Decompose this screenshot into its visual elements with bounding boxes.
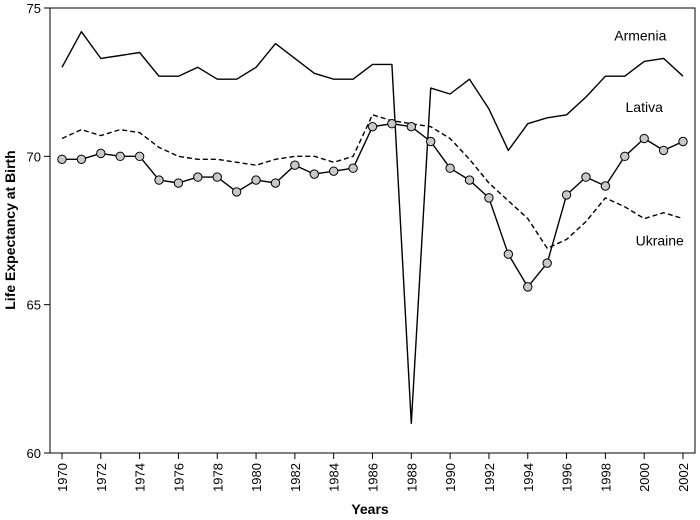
lativa-data-point [309,169,319,179]
lativa-data-point [503,249,514,259]
lativa-data-point [193,172,203,182]
lativa-data-point [484,193,494,203]
lativa-data-point [464,175,475,185]
x-tick-label: 1982 [288,463,303,492]
y-tick-label: 70 [27,149,41,164]
y-tick-label: 60 [27,446,41,461]
x-tick-label: 1984 [327,463,342,492]
lativa-data-point [581,172,591,182]
series-lines [61,31,684,424]
lativa-data-point [387,119,397,129]
lativa-data-point [367,121,378,132]
lativa-data-point [251,175,261,185]
x-tick-label: 1970 [55,463,70,492]
y-axis-ticks: 60 65 70 75 [27,1,50,461]
lativa-data-point [348,163,358,173]
lativa-data-point [678,136,688,147]
series-annotation-label: Lativa [626,99,664,115]
x-axis-ticks: 1970 1972 1974 1976 1978 1980 1982 1984 1986 1988… [55,453,691,492]
x-tick-label: 1996 [560,463,575,492]
x-tick-label: 1992 [482,463,497,492]
lativa-data-point [328,166,339,176]
x-tick-label: 1972 [94,463,109,492]
ukraine-series-line [61,114,684,250]
lativa-data-point [561,190,572,200]
x-tick-label: 1976 [171,463,186,492]
lativa-data-point [154,175,164,185]
x-tick-label: 1988 [404,463,419,492]
x-tick-label: 2002 [676,463,691,492]
lativa-data-point [639,133,649,144]
lativa-data-point [134,151,145,162]
x-tick-label: 1994 [521,463,536,492]
plot-area-frame [49,7,696,454]
lativa-data-point [600,181,611,191]
x-tick-label: 1998 [598,463,613,492]
y-tick-label: 65 [27,298,41,313]
lativa-data-point [270,178,281,188]
series-annotation-label: Ukraine [636,232,684,248]
x-tick-label: 1986 [366,463,381,492]
series-annotations: Armenia Lativa Ukraine [614,28,684,249]
series-markers [57,119,688,292]
lativa-data-point [115,151,125,162]
y-axis-title: Life Expectancy at Birth [2,150,18,310]
lativa-data-point [57,154,67,165]
lativa-data-point [426,136,436,147]
lativa-data-point [76,154,87,165]
series-annotation-label: Armenia [614,28,666,44]
lativa-data-point [542,258,552,268]
lativa-data-point [523,282,533,292]
x-axis-title: Years [351,501,389,517]
x-tick-label: 1974 [133,463,148,492]
x-tick-label: 2000 [637,463,652,492]
lativa-data-point [406,121,417,132]
lativa-series-line [62,122,684,288]
x-tick-label: 1980 [249,463,264,492]
armenia-series-line [61,31,684,424]
lativa-data-point [173,178,184,188]
lativa-data-point [96,148,106,159]
y-tick-label: 75 [27,1,41,16]
x-tick-label: 1978 [210,463,225,492]
lativa-data-point [658,145,669,156]
lativa-data-point [445,163,455,173]
x-tick-label: 1990 [443,463,458,492]
lativa-data-point [231,187,242,197]
lativa-data-point [290,160,300,170]
lativa-data-point [620,151,630,162]
lativa-data-point [212,172,222,182]
